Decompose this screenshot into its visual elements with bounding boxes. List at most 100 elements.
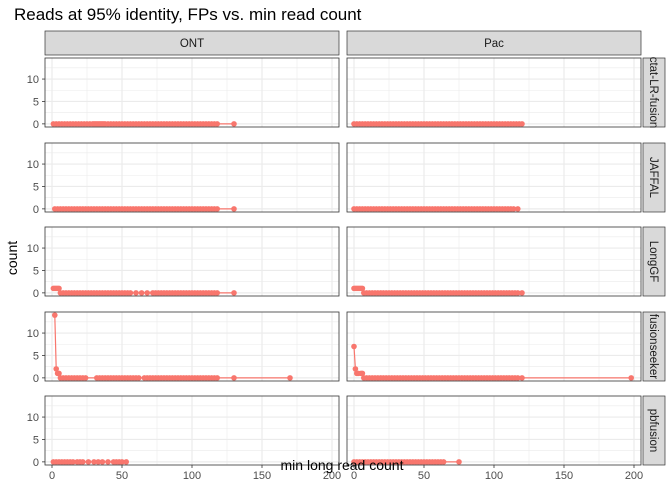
y-tick-label: 10: [27, 243, 39, 255]
data-point: [105, 459, 111, 465]
panel-pac-pbfusion: [346, 395, 642, 466]
data-point: [123, 459, 129, 465]
panel-border: [346, 226, 642, 297]
chart-title: Reads at 95% identity, FPs vs. min read …: [14, 5, 362, 24]
data-point: [82, 375, 89, 381]
column-strip-ont: [44, 30, 340, 56]
data-point: [56, 370, 62, 377]
x-axis-title: min long read count: [281, 457, 404, 473]
y-tick-label: 10: [27, 74, 39, 86]
data-point: [127, 290, 134, 296]
y-tick-label: 5: [33, 434, 39, 446]
data-point: [515, 206, 521, 212]
x-tick-label: 150: [555, 470, 573, 480]
x-tick-label: 200: [323, 470, 341, 480]
row-strip-label-fusionseeker: fusionseeker: [647, 314, 659, 379]
x-tick-label: 50: [116, 470, 128, 480]
y-tick-label: 0: [33, 204, 39, 216]
column-strip-pac: [346, 30, 642, 56]
data-point: [287, 375, 293, 381]
y-tick-label: 5: [33, 350, 39, 362]
panel-pac-fusionseeker: [346, 311, 642, 382]
x-tick-label: 200: [625, 470, 643, 480]
row-strip-pbfusion: [642, 395, 666, 466]
panel-ont-pbfusion: [44, 395, 340, 466]
x-tick-label: 0: [351, 470, 357, 480]
y-tick-label: 10: [27, 159, 39, 171]
panel-pac-ctat-lr-fusion: [346, 57, 642, 128]
data-point: [519, 290, 525, 296]
data-point: [70, 459, 76, 465]
data-point: [359, 370, 366, 377]
panel-border: [44, 142, 340, 213]
panel-pac-longgf: [346, 226, 642, 297]
data-point: [231, 375, 237, 381]
panel-border: [44, 57, 340, 128]
y-tick-label: 0: [33, 288, 39, 300]
data-point: [133, 290, 139, 296]
panel-pac-jaffal: [346, 142, 642, 213]
x-tick-label: 100: [183, 470, 201, 480]
row-strip-label-ctat-lr-fusion: ctat-LR-fusion: [647, 57, 659, 129]
y-tick-label: 5: [33, 181, 39, 193]
panels-layer: ONT Pac ctat-LR-fusion JAFFAL LongGF fusionse…: [27, 30, 666, 480]
data-point: [95, 459, 101, 465]
data-point: [53, 366, 59, 372]
data-point: [136, 375, 142, 381]
data-point: [359, 285, 366, 292]
data-point: [99, 459, 106, 465]
y-tick-label: 5: [33, 96, 39, 108]
panel-ont-jaffal: [44, 142, 340, 213]
panel-border: [44, 311, 340, 382]
row-strip-ctat-lr-fusion: [642, 57, 666, 128]
x-tick-label: 100: [485, 470, 503, 480]
data-point: [231, 121, 237, 127]
y-tick-label: 5: [33, 265, 39, 277]
data-point: [52, 312, 58, 318]
y-tick-label: 0: [33, 457, 39, 469]
data-point: [231, 290, 237, 296]
data-point: [119, 459, 125, 465]
data-point: [515, 375, 521, 381]
panel-ont-longgf: [44, 226, 340, 297]
data-point: [144, 290, 150, 296]
panel-border: [44, 226, 340, 297]
data-point: [80, 459, 86, 465]
data-point: [214, 375, 220, 381]
data-point: [440, 459, 447, 465]
row-strip-label-pbfusion: pbfusion: [647, 409, 659, 452]
row-strip-fusionseeker: [642, 311, 666, 382]
x-tick-label: 0: [49, 470, 55, 480]
y-axis-title: count: [4, 241, 20, 275]
data-point: [214, 206, 220, 212]
data-point: [214, 290, 220, 296]
data-point: [352, 366, 359, 372]
panel-border: [346, 57, 642, 128]
y-tick-label: 0: [33, 373, 39, 385]
data-point: [91, 459, 97, 465]
panel-border: [346, 311, 642, 382]
column-strip-label-ont: ONT: [180, 38, 204, 50]
y-tick-label: 0: [33, 119, 39, 131]
data-point: [456, 459, 462, 465]
row-strip-label-longgf: LongGF: [647, 241, 659, 283]
data-point: [519, 121, 525, 127]
data-point: [138, 290, 145, 296]
y-tick-label: 10: [27, 412, 39, 424]
panel-ont-ctat-lr-fusion: [44, 57, 340, 128]
data-point: [351, 343, 357, 350]
panel-border: [346, 142, 642, 213]
data-point: [510, 206, 517, 212]
data-point: [628, 375, 634, 381]
data-point: [56, 285, 62, 292]
x-tick-label: 50: [418, 470, 430, 480]
data-point: [85, 459, 92, 465]
row-strip-label-jaffal: JAFFAL: [647, 157, 659, 199]
data-point: [231, 206, 237, 212]
data-point: [214, 121, 220, 127]
panel-ont-fusionseeker: [44, 311, 340, 382]
data-point: [519, 375, 525, 381]
column-strip-label-pac: Pac: [484, 38, 504, 50]
